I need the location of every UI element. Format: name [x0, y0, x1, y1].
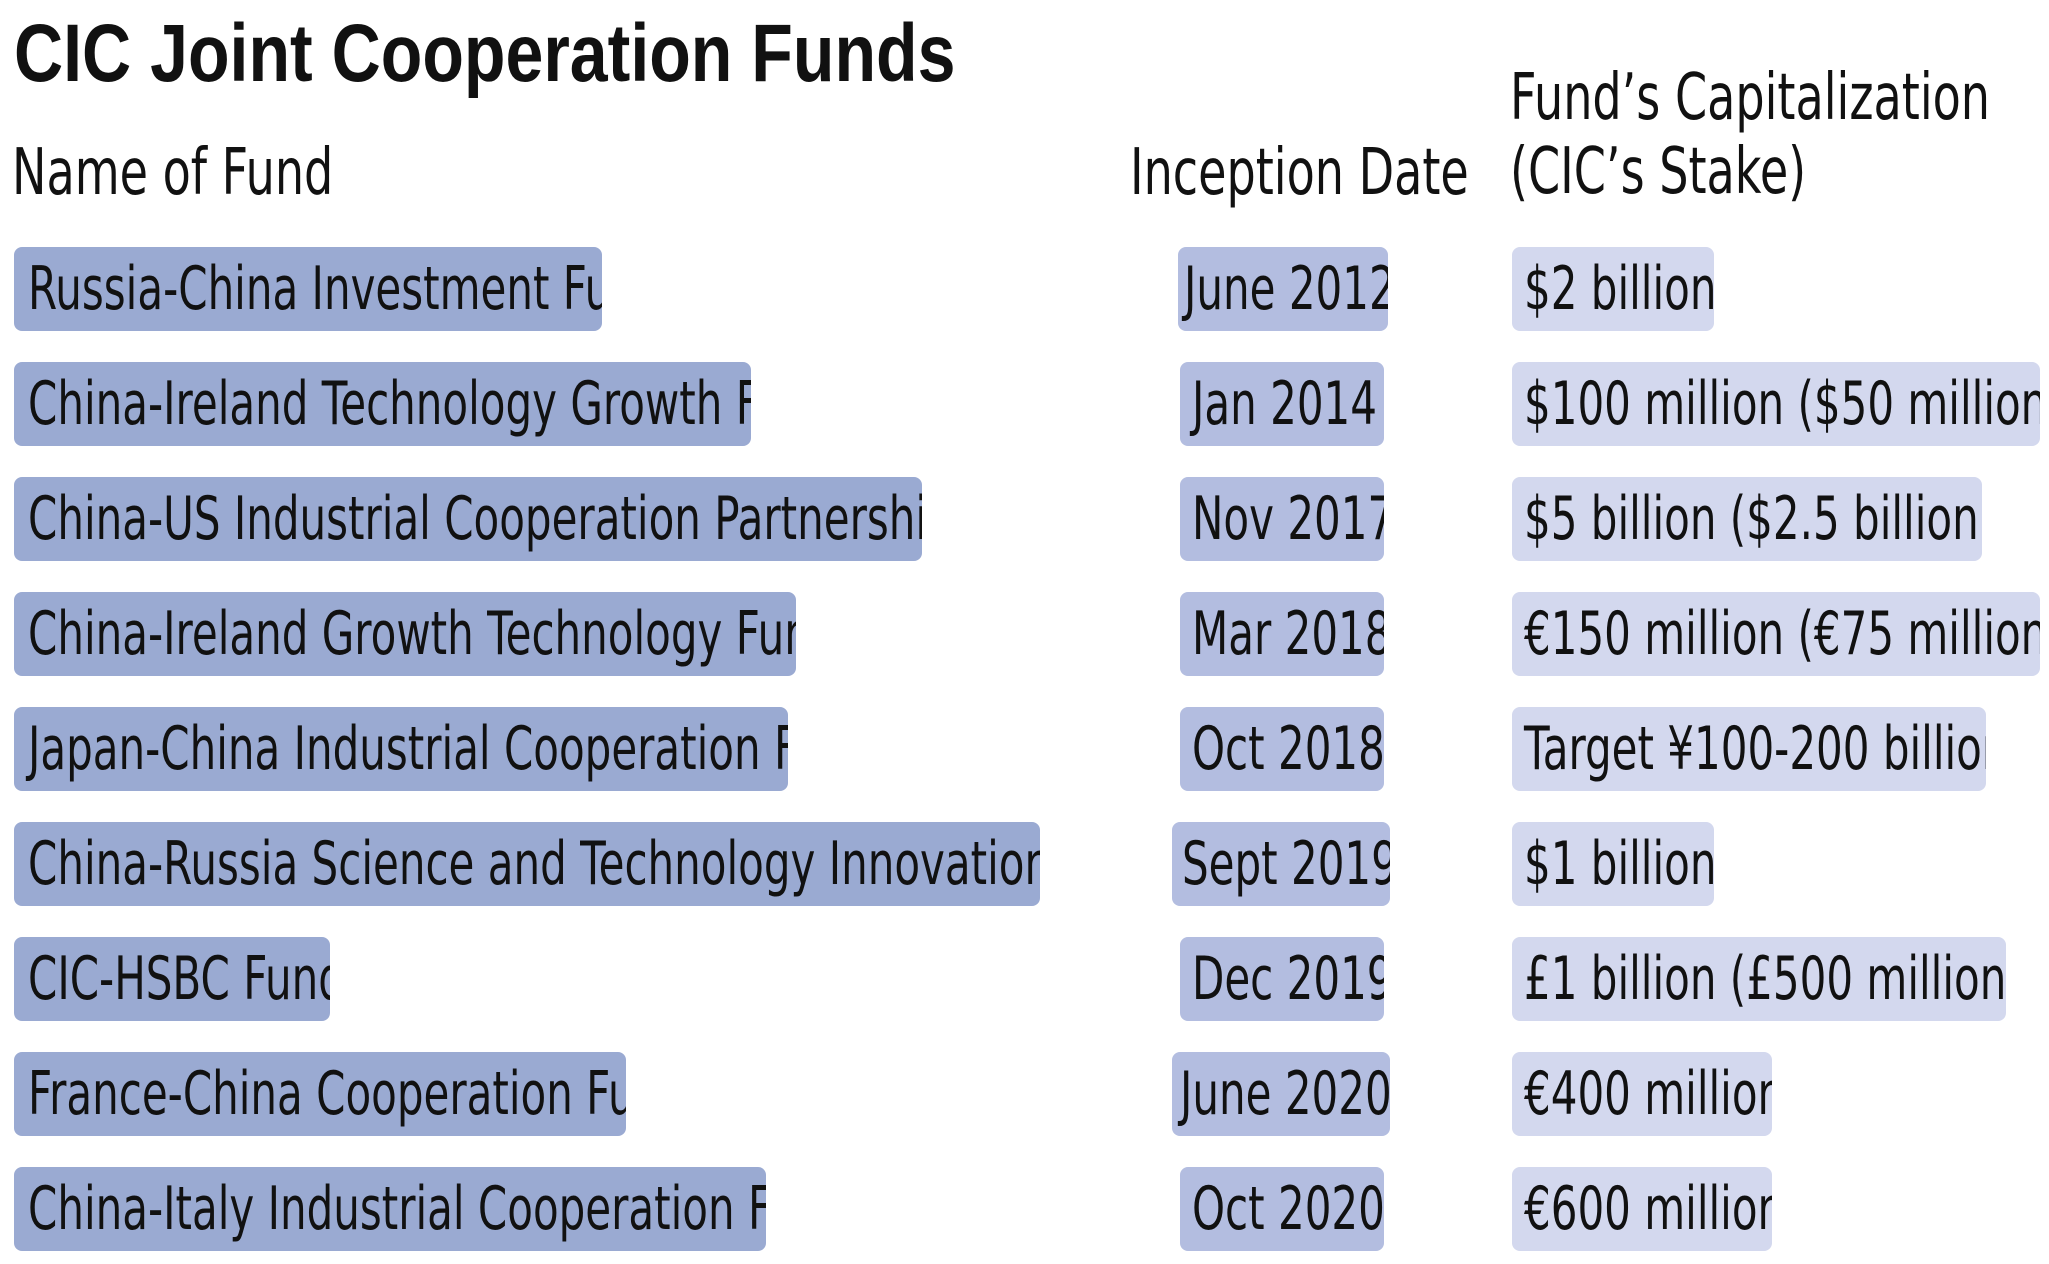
fund-name-cell: China-Russia Science and Technology Inno… — [14, 822, 1040, 906]
fund-name: Japan-China Industrial Cooperation Fund — [28, 714, 788, 784]
fund-row: China-Russia Science and Technology Inno… — [0, 822, 2049, 906]
inception-date: Jan 2014 — [1192, 369, 1377, 439]
fund-row: China-US Industrial Cooperation Partners… — [0, 477, 2049, 561]
fund-name-cell: CIC-HSBC Fund — [14, 937, 330, 1021]
fund-row: Russia-China Investment Fund June 2012 $… — [0, 247, 2049, 331]
inception-date-cell: Oct 2020 — [1180, 1167, 1384, 1251]
capitalization-cell: Target ¥100-200 billion — [1512, 707, 1986, 791]
inception-date-cell: June 2012 — [1178, 247, 1388, 331]
inception-date-cell: Mar 2018 — [1180, 592, 1384, 676]
fund-name-cell: China-Ireland Growth Technology Fund II — [14, 592, 796, 676]
column-header-name: Name of Fund — [12, 136, 334, 210]
page-title: CIC Joint Cooperation Funds — [14, 8, 956, 99]
capitalization: $5 billion ($2.5 billion) — [1524, 484, 1982, 554]
inception-date: Dec 2019 — [1192, 944, 1384, 1014]
capitalization-cell: €150 million (€75 million) — [1512, 592, 2040, 676]
inception-date: June 2020 — [1180, 1059, 1390, 1129]
fund-name-cell: Russia-China Investment Fund — [14, 247, 602, 331]
fund-name-cell: China-Ireland Technology Growth Fund — [14, 362, 751, 446]
capitalization-cell: €600 million — [1512, 1167, 1772, 1251]
inception-date-cell: Dec 2019 — [1180, 937, 1384, 1021]
fund-name: China-Ireland Growth Technology Fund II — [28, 599, 796, 669]
capitalization-cell: $5 billion ($2.5 billion) — [1512, 477, 1982, 561]
capitalization: Target ¥100-200 billion — [1524, 714, 1986, 784]
fund-name: China-Ireland Technology Growth Fund — [28, 369, 751, 439]
capitalization: €400 million — [1524, 1059, 1772, 1129]
fund-name: CIC-HSBC Fund — [28, 944, 330, 1014]
capitalization: $100 million ($50 million) — [1524, 369, 2040, 439]
fund-row: France-China Cooperation Fund June 2020 … — [0, 1052, 2049, 1136]
fund-name-cell: France-China Cooperation Fund — [14, 1052, 626, 1136]
column-header-capitalization: Fund’s Capitalization (CIC’s Stake) — [1510, 61, 1990, 209]
capitalization-cell: €400 million — [1512, 1052, 1772, 1136]
fund-name-cell: Japan-China Industrial Cooperation Fund — [14, 707, 788, 791]
capitalization: $1 billion — [1524, 829, 1714, 899]
inception-date-cell: Nov 2017 — [1180, 477, 1384, 561]
fund-row: China-Italy Industrial Cooperation Fund … — [0, 1167, 2049, 1251]
fund-name-cell: China-US Industrial Cooperation Partners… — [14, 477, 922, 561]
capitalization: €600 million — [1524, 1174, 1772, 1244]
inception-date: Mar 2018 — [1192, 599, 1384, 669]
inception-date-cell: Oct 2018 — [1180, 707, 1384, 791]
fund-row: China-Ireland Technology Growth Fund Jan… — [0, 362, 2049, 446]
column-header-capitalization-line1: Fund’s Capitalization — [1510, 61, 1991, 135]
fund-name: China-Italy Industrial Cooperation Fund — [28, 1174, 766, 1244]
column-header-capitalization-line2: (CIC’s Stake) — [1510, 135, 1807, 209]
inception-date-cell: Jan 2014 — [1180, 362, 1384, 446]
inception-date-cell: June 2020 — [1172, 1052, 1390, 1136]
inception-date: Oct 2020 — [1192, 1174, 1384, 1244]
fund-row: CIC-HSBC Fund Dec 2019 £1 billion (£500 … — [0, 937, 2049, 1021]
capitalization-cell: $2 billion — [1512, 247, 1714, 331]
fund-name-cell: China-Italy Industrial Cooperation Fund — [14, 1167, 766, 1251]
inception-date-cell: Sept 2019 — [1172, 822, 1390, 906]
capitalization: $2 billion — [1524, 254, 1714, 324]
fund-name: China-US Industrial Cooperation Partners… — [28, 484, 922, 554]
inception-date: Oct 2018 — [1192, 714, 1384, 784]
capitalization-cell: $100 million ($50 million) — [1512, 362, 2040, 446]
inception-date: Sept 2019 — [1182, 829, 1390, 899]
capitalization: €150 million (€75 million) — [1524, 599, 2040, 669]
capitalization-cell: $1 billion — [1512, 822, 1714, 906]
fund-row: China-Ireland Growth Technology Fund II … — [0, 592, 2049, 676]
fund-row: Japan-China Industrial Cooperation Fund … — [0, 707, 2049, 791]
fund-name: Russia-China Investment Fund — [28, 254, 602, 324]
capitalization: £1 billion (£500 million) — [1524, 944, 2006, 1014]
inception-date: Nov 2017 — [1192, 484, 1384, 554]
column-header-date: Inception Date — [1130, 136, 1469, 210]
fund-name: France-China Cooperation Fund — [28, 1059, 626, 1129]
inception-date: June 2012 — [1184, 254, 1388, 324]
fund-name: China-Russia Science and Technology Inno… — [28, 829, 1040, 899]
capitalization-cell: £1 billion (£500 million) — [1512, 937, 2006, 1021]
